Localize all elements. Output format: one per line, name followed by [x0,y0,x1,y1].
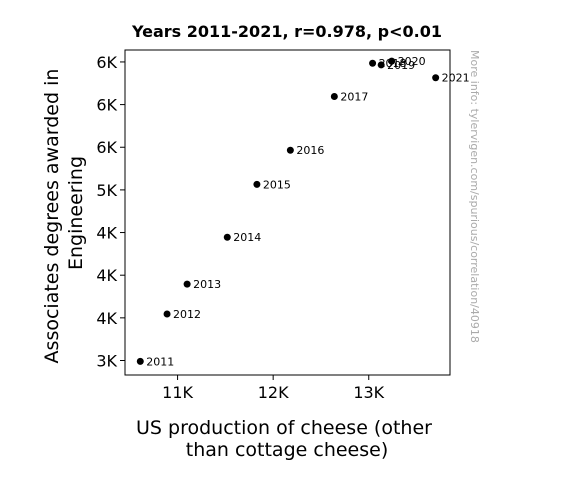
data-point [369,59,377,67]
points-layer: 2011201220132014201520162017201820192020… [136,55,470,368]
y-tick-label: 6K [96,96,117,115]
y-axis: 3K 4K 4K 4K 5K 6K 6K 6K [96,53,125,370]
y-axis-label-line-1: Associates degrees awarded in [41,69,63,364]
y-tick-label: 4K [96,309,117,328]
y-tick-label: 4K [96,266,117,285]
data-point-label: 2014 [233,231,261,244]
data-point-label: 2012 [173,308,201,321]
chart-title: Years 2011-2021, r=0.978, p<0.01 [131,22,442,41]
data-point [223,233,231,241]
data-point-label: 2020 [398,55,426,68]
y-axis-label-line-2: Engineering [65,156,87,270]
data-point-label: 2015 [263,178,291,191]
data-point-label: 2016 [296,144,324,157]
data-point-label: 2013 [193,278,221,291]
data-point [183,280,191,288]
x-axis-label: US production of cheese (other than cott… [136,417,438,461]
x-tick-label: 12K [258,383,289,402]
data-point [163,310,171,318]
x-axis-label-line-2: than cottage cheese) [186,439,389,461]
y-tick-label: 4K [96,224,117,243]
x-tick-label: 11K [162,383,193,402]
data-point [286,146,294,154]
x-tick-label: 13K [353,383,384,402]
x-axis: 11K 12K 13K [162,375,385,402]
data-point [136,357,144,365]
data-point-label: 2011 [146,355,174,368]
y-axis-label: Associates degrees awarded in Engineerin… [41,63,87,364]
y-tick-label: 6K [96,53,117,72]
data-point [388,57,396,65]
plot-frame [124,49,451,376]
y-tick-label: 3K [96,351,117,370]
data-point [330,92,338,100]
watermark: More info: tylervigen.com/spurious/corre… [468,50,481,343]
data-point-label: 2017 [340,90,368,103]
data-point-label: 2021 [442,72,470,85]
data-point [253,180,261,188]
data-point [377,61,385,69]
y-tick-label: 5K [96,181,117,200]
data-point [432,74,440,82]
x-axis-label-line-1: US production of cheese (other [136,417,432,439]
y-tick-label: 6K [96,138,117,157]
